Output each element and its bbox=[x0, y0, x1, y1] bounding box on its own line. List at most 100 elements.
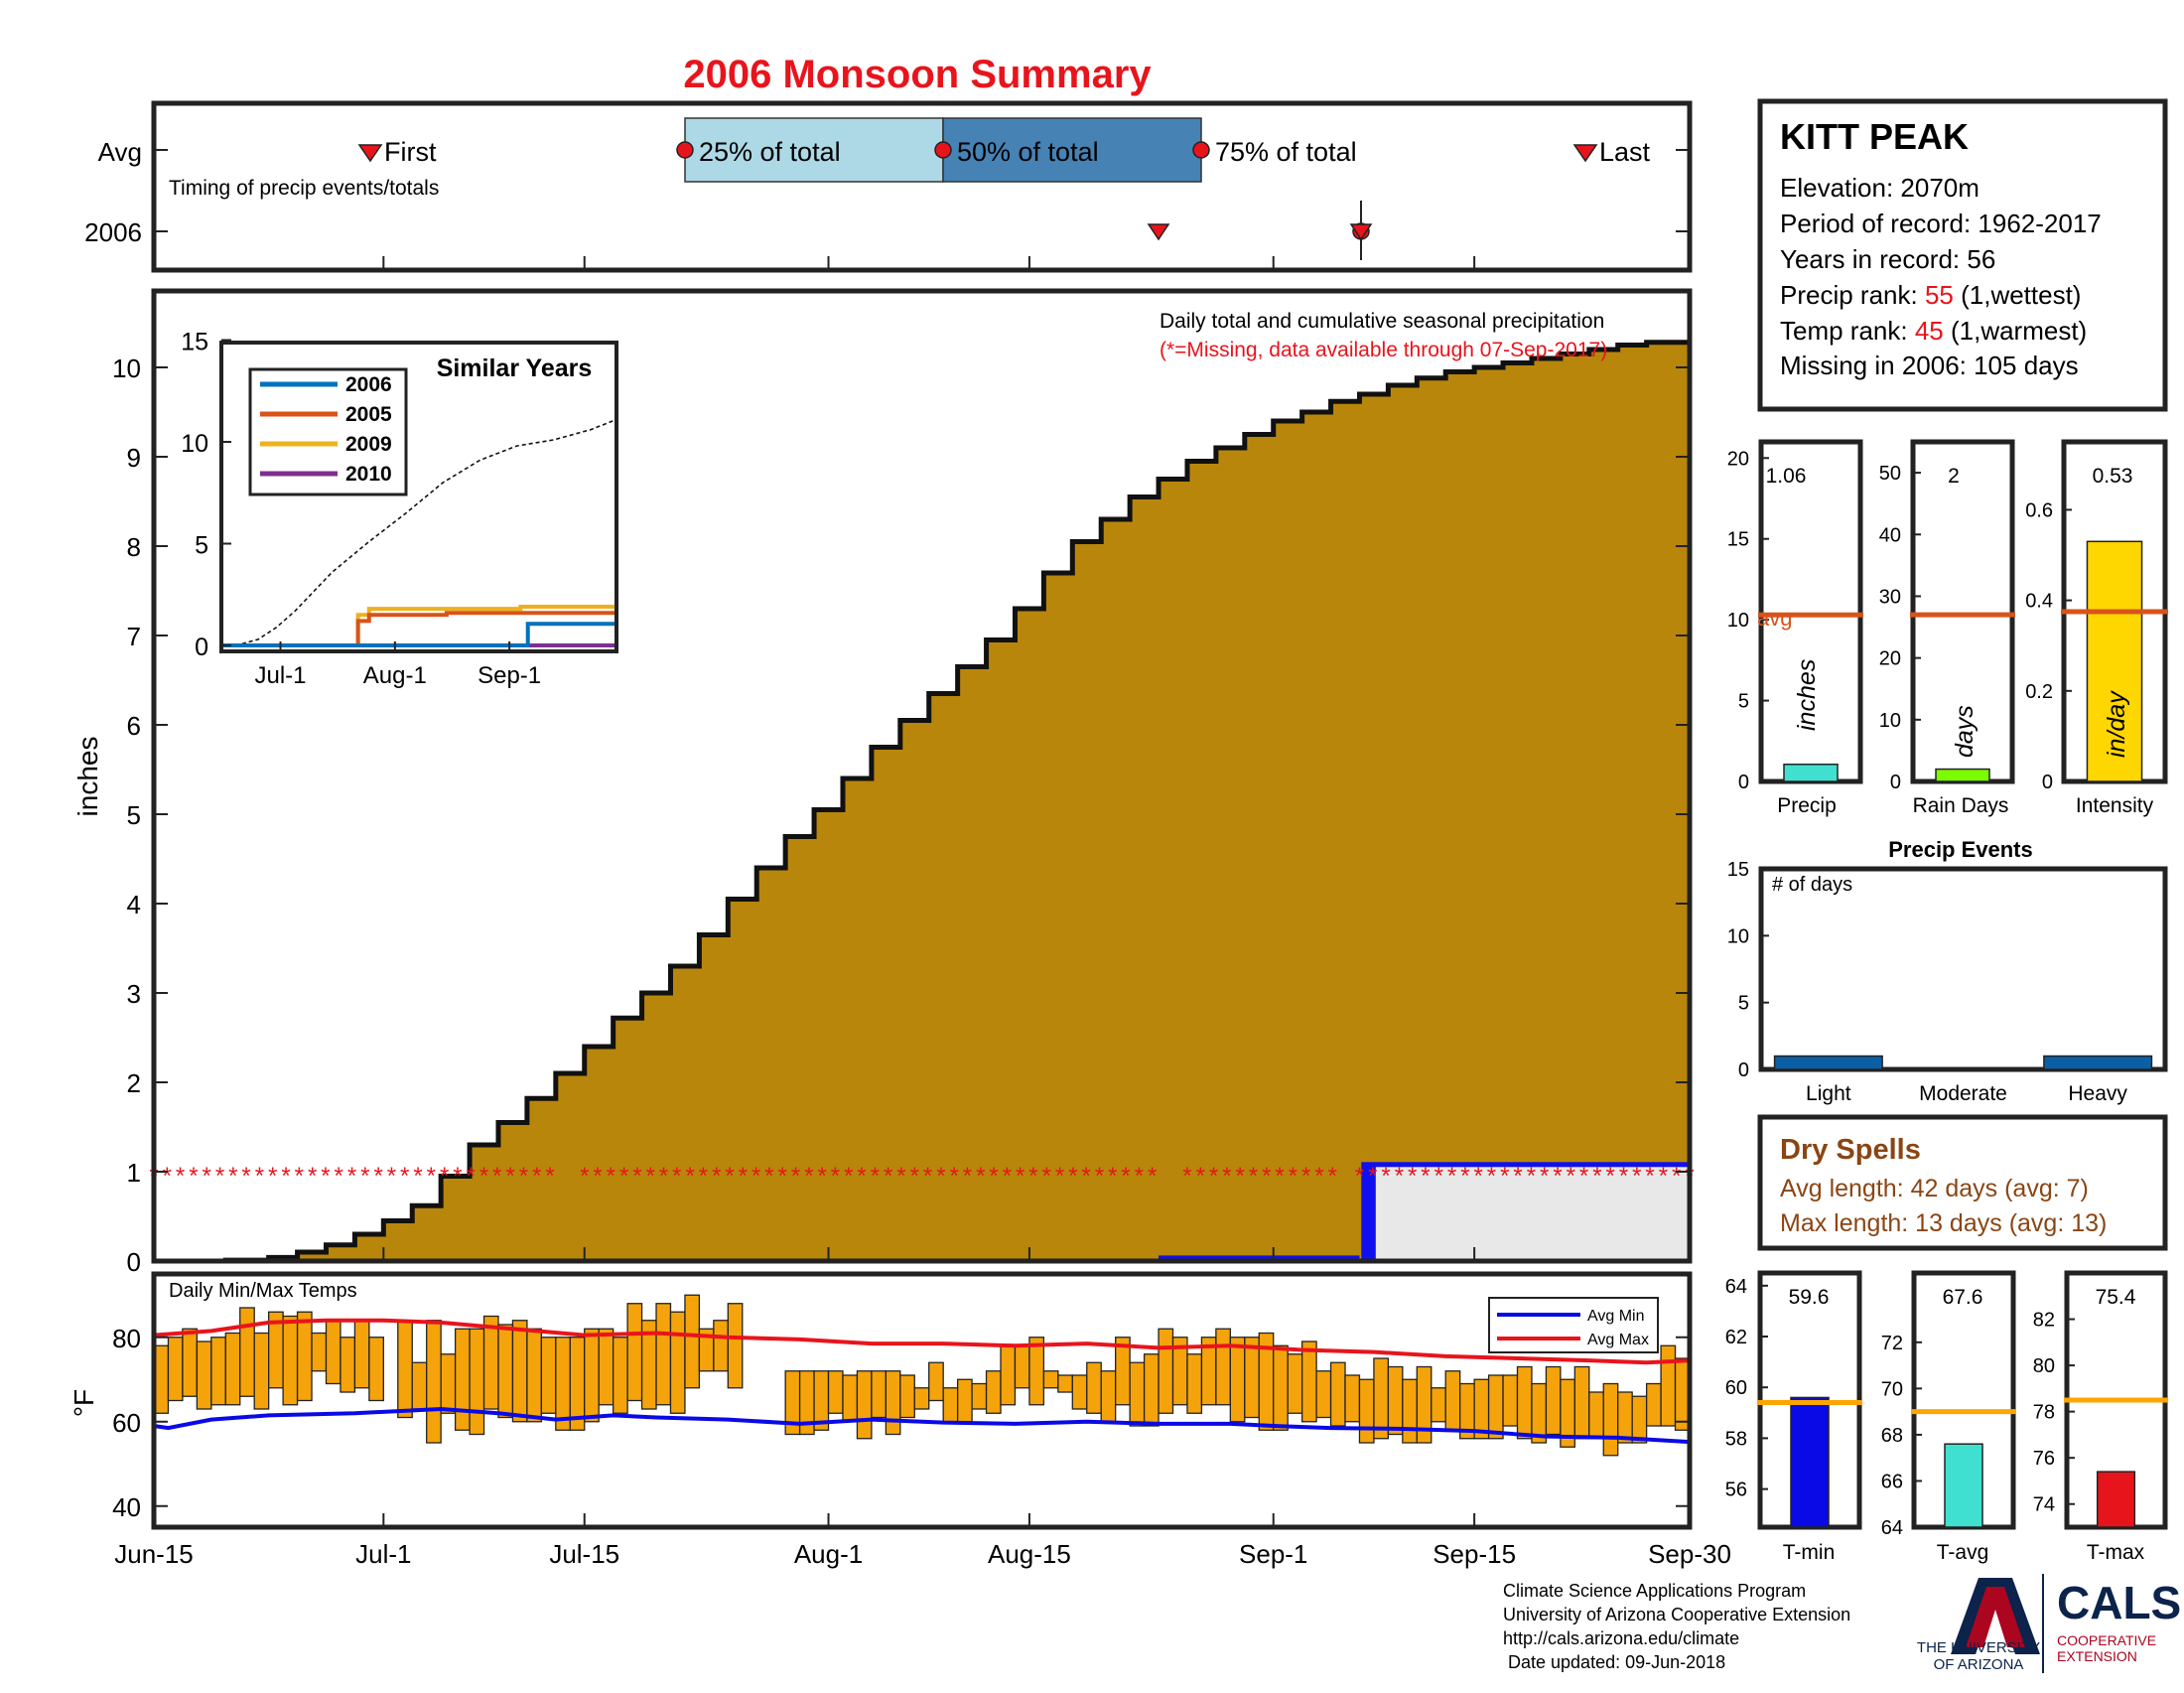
daily-temp-bar bbox=[1487, 1374, 1504, 1440]
cals-logo-line1: COOPERATIVE bbox=[2057, 1632, 2156, 1648]
station-name: KITT PEAK bbox=[1780, 116, 1969, 157]
missing-day-marker: * bbox=[884, 1163, 892, 1190]
missing-day-marker: * bbox=[1527, 1163, 1536, 1190]
temperature-axes: 40 60 80 bbox=[112, 1324, 1691, 1527]
t-max-y-tick-label: 76 bbox=[2033, 1448, 2055, 1470]
raindays-stat-unit: days bbox=[1951, 705, 1979, 758]
timing-panel: Avg 2006 Timing of precip events/totals … bbox=[84, 100, 1693, 273]
missing-day-marker: * bbox=[1395, 1163, 1404, 1190]
t-max-y-tick-label: 74 bbox=[2033, 1494, 2055, 1516]
year-first-marker-icon bbox=[1147, 223, 1170, 241]
station-elevation: Elevation: 2070m bbox=[1780, 173, 1979, 203]
daily-temp-bar bbox=[1014, 1344, 1030, 1389]
missing-day-marker: * bbox=[1659, 1163, 1668, 1190]
dry-spells-frame bbox=[1757, 1114, 2168, 1251]
missing-day-marker: * bbox=[685, 1163, 694, 1190]
daily-temp-bar bbox=[584, 1328, 600, 1423]
missing-day-marker: * bbox=[281, 1163, 290, 1190]
daily-temp-bar bbox=[885, 1370, 901, 1436]
missing-day-marker: * bbox=[532, 1163, 541, 1190]
date-tick-label: Jun-15 bbox=[114, 1539, 194, 1569]
intensity-stat-value: 0.53 bbox=[2093, 465, 2133, 488]
events-y-tick-label: 15 bbox=[1727, 859, 1749, 881]
daily-temp-bar bbox=[1645, 1382, 1662, 1427]
rain-days-y-tick-label: 50 bbox=[1879, 463, 1901, 485]
missing-day-marker: * bbox=[308, 1163, 317, 1190]
missing-day-marker: * bbox=[1196, 1163, 1205, 1190]
daily-temp-bar bbox=[1129, 1361, 1146, 1427]
inset-legend-label: 2005 bbox=[345, 403, 392, 426]
missing-day-marker: * bbox=[467, 1163, 476, 1190]
missing-day-marker: * bbox=[923, 1163, 932, 1190]
timing-ticks bbox=[153, 149, 1691, 270]
footer-university: University of Arizona Cooperative Extens… bbox=[1503, 1605, 1850, 1624]
missing-day-marker: * bbox=[1289, 1163, 1297, 1190]
first-label: First bbox=[384, 137, 437, 167]
temperature-note: Daily Min/Max Temps bbox=[169, 1280, 357, 1302]
intensity-stat-unit: in/day bbox=[2103, 690, 2130, 758]
inset-y-tick-label: 5 bbox=[195, 532, 208, 560]
missing-day-marker: * bbox=[479, 1163, 488, 1190]
inset-x-tick-label: Aug-1 bbox=[363, 662, 427, 689]
missing-day-marker: * bbox=[1553, 1163, 1562, 1190]
rain-days-stat-bar bbox=[1935, 768, 1990, 782]
t-min-y-tick-label: 60 bbox=[1725, 1377, 1747, 1399]
missing-day-marker: * bbox=[335, 1163, 343, 1190]
missing-day-marker: * bbox=[1500, 1163, 1509, 1190]
daily-temp-bar bbox=[1358, 1378, 1375, 1444]
q25-label: 25% of total bbox=[699, 137, 841, 167]
precip-plot-area: * * * * * * * * * * * * * * * * * * * * * * * * * * * * * * * * * * * * * * * *… bbox=[149, 340, 1695, 1264]
daily-temp-bar bbox=[1516, 1365, 1533, 1440]
avg-line-label: avg bbox=[1757, 606, 1792, 631]
legend-avg-min: Avg Min bbox=[1587, 1308, 1645, 1325]
footer-program: Climate Science Applications Program bbox=[1503, 1581, 1806, 1601]
missing-day-marker: * bbox=[778, 1163, 787, 1190]
tavg-stat-label: T-avg bbox=[1937, 1541, 1989, 1564]
missing-day-marker: * bbox=[1328, 1163, 1337, 1190]
temp-y-tick-label: 40 bbox=[112, 1492, 141, 1522]
daily-temp-bar bbox=[1000, 1344, 1017, 1406]
missing-day-marker: * bbox=[1236, 1163, 1245, 1190]
daily-temp-bar bbox=[482, 1315, 499, 1410]
missing-day-marker: * bbox=[1567, 1163, 1575, 1190]
daily-temp-bar bbox=[167, 1337, 184, 1402]
precip-stat-bar bbox=[1783, 763, 1839, 782]
missing-day-marker: * bbox=[976, 1163, 985, 1190]
missing-day-marker: * bbox=[189, 1163, 198, 1190]
missing-day-marker: * bbox=[545, 1163, 554, 1190]
daily-temp-bar bbox=[956, 1378, 973, 1423]
missing-day-marker: * bbox=[1619, 1163, 1628, 1190]
missing-day-marker: * bbox=[1592, 1163, 1601, 1190]
precip-stat-unit: inches bbox=[1793, 659, 1821, 731]
missing-day-marker: * bbox=[373, 1163, 382, 1190]
cals-logo-line2: EXTENSION bbox=[2057, 1648, 2137, 1664]
t-avg-y-tick-label: 70 bbox=[1881, 1378, 1903, 1400]
missing-day-marker: * bbox=[725, 1163, 734, 1190]
missing-day-marker: * bbox=[255, 1163, 264, 1190]
inset-x-tick-label: Sep-1 bbox=[478, 662, 541, 689]
missing-day-marker: * bbox=[360, 1163, 369, 1190]
inset-y-tick-label: 15 bbox=[181, 329, 208, 356]
missing-day-marker: * bbox=[672, 1163, 681, 1190]
daily-temp-bar bbox=[1143, 1353, 1160, 1427]
date-tick-label: Sep-1 bbox=[1239, 1539, 1307, 1569]
daily-temp-bar bbox=[1631, 1395, 1648, 1444]
precip-y-tick-label: 5 bbox=[1738, 691, 1749, 713]
inset-y-tick-label: 10 bbox=[181, 430, 208, 458]
t-max-y-tick-label: 82 bbox=[2033, 1310, 2055, 1332]
missing-day-marker: * bbox=[1028, 1163, 1037, 1190]
precip-y-tick-label: 0 bbox=[1738, 772, 1749, 793]
missing-day-marker: * bbox=[1447, 1163, 1456, 1190]
page-title: 2006 Monsoon Summary bbox=[683, 53, 1152, 96]
missing-day-marker: * bbox=[1540, 1163, 1549, 1190]
daily-temp-bar bbox=[856, 1370, 873, 1440]
daily-temp-bar bbox=[1387, 1365, 1404, 1436]
precip-y-tick-label: 0 bbox=[127, 1247, 141, 1277]
missing-day-marker: * bbox=[1579, 1163, 1588, 1190]
daily-temp-bar bbox=[497, 1324, 514, 1419]
temp-y-tick-label: 80 bbox=[112, 1324, 141, 1353]
tavg-stat-value: 67.6 bbox=[1943, 1286, 1983, 1309]
daily-temp-bar bbox=[871, 1370, 887, 1419]
timing-note: Timing of precip events/totals bbox=[169, 177, 439, 200]
t-avg-y-tick-label: 64 bbox=[1881, 1517, 1903, 1539]
